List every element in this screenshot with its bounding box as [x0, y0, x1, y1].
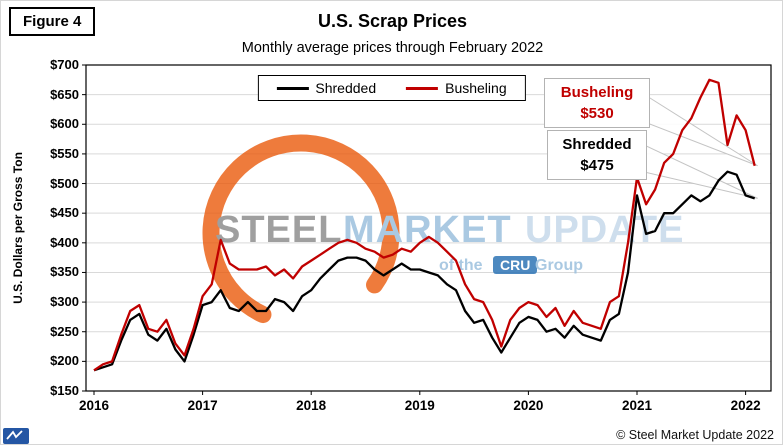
y-tick-label: $300: [50, 294, 79, 310]
figure-label: Figure 4: [9, 7, 96, 36]
y-tick-label: $650: [50, 86, 79, 102]
legend-item-busheling: Busheling: [406, 80, 507, 96]
y-tick-label: $600: [50, 116, 79, 132]
legend: Shredded Busheling: [257, 75, 526, 101]
x-tick-label: 2016: [78, 398, 110, 413]
copyright-text: © Steel Market Update 2022: [616, 428, 774, 442]
legend-item-shredded: Shredded: [276, 80, 376, 96]
shredded-line: [93, 170, 756, 372]
callout-busheling-label: Busheling: [560, 84, 634, 101]
y-tick-label: $700: [50, 57, 79, 72]
callout-shredded: Shredded $475: [547, 130, 647, 180]
shredded-callout-leader: [639, 142, 758, 199]
legend-label-busheling: Busheling: [445, 80, 507, 96]
x-tick-label: 2019: [404, 398, 435, 413]
smu-footer-logo: [3, 428, 29, 444]
callout-busheling-value: $530: [580, 105, 614, 122]
legend-label-shredded: Shredded: [315, 80, 377, 96]
y-tick-label: $450: [50, 205, 79, 221]
x-tick-label: 2021: [621, 398, 653, 413]
x-tick-label: 2017: [187, 398, 218, 413]
chart-subtitle: Monthly average prices through February …: [241, 40, 544, 56]
y-tick-label: $550: [50, 145, 79, 161]
y-tick-label: $150: [50, 383, 79, 398]
chart-title: U.S. Scrap Prices: [317, 11, 468, 31]
y-tick-label: $350: [50, 264, 79, 280]
y-tick-label: $500: [50, 175, 79, 191]
y-tick-label: $250: [50, 323, 79, 339]
x-tick-label: 2018: [296, 398, 327, 413]
x-tick-label: 2022: [730, 398, 761, 413]
busheling-line-swatch-icon: [406, 86, 439, 90]
plot-border: [85, 64, 772, 392]
callout-shredded-label: Shredded: [562, 136, 632, 153]
shredded-line-swatch-icon: [276, 86, 309, 90]
y-tick-label: $400: [50, 234, 79, 250]
x-tick-label: 2020: [513, 398, 544, 413]
y-tick-label: $200: [50, 353, 79, 369]
callout-shredded-value: $475: [580, 157, 614, 174]
callout-busheling: Busheling $530: [544, 78, 650, 128]
